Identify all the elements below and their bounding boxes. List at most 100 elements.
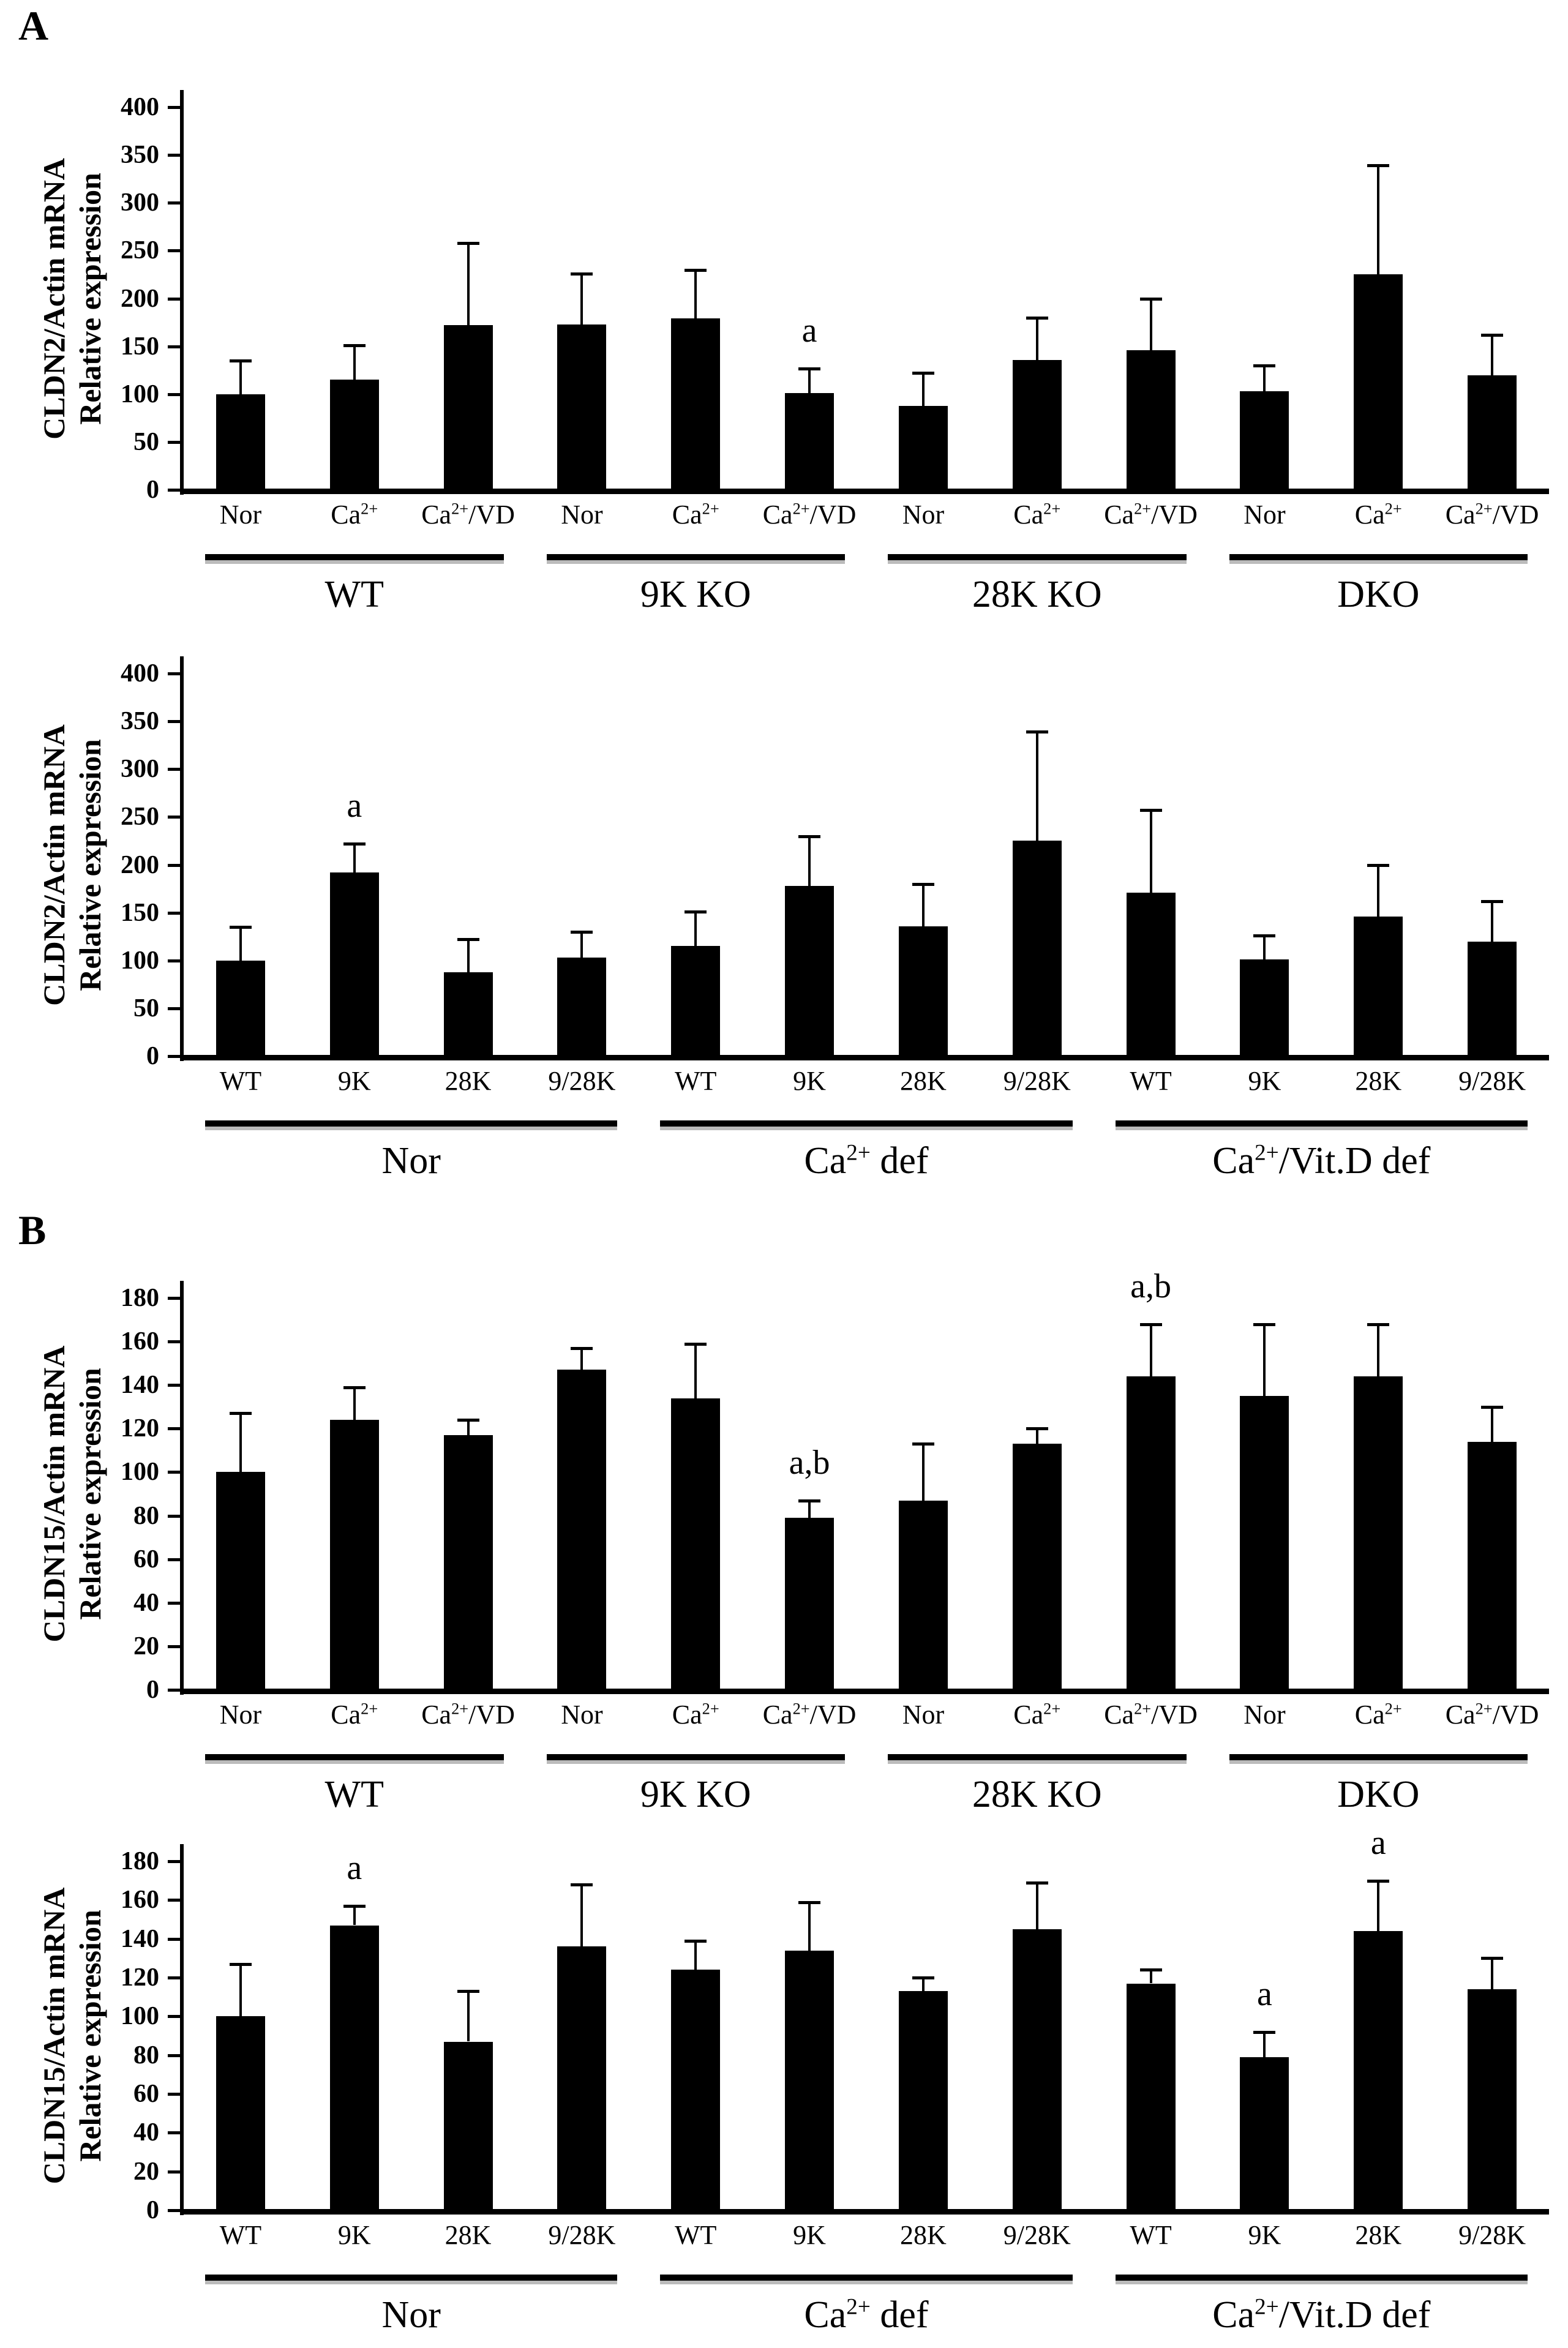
error-bar-cap: [1253, 364, 1276, 367]
bar: [785, 1518, 835, 1690]
y-tick: [168, 440, 180, 444]
error-bar-line: [239, 1964, 242, 2017]
error-bar-line: [921, 1444, 925, 1501]
superscript: 2+: [1384, 1699, 1402, 1718]
y-tick: [168, 1689, 180, 1692]
y-tick-label: 40: [133, 1588, 159, 1617]
y-tick-label: 0: [146, 2196, 159, 2224]
x-tick-label: Ca2+: [672, 499, 719, 530]
x-tick-label: Ca2+/VD: [1104, 499, 1198, 530]
bar: [1240, 2057, 1289, 2210]
group-label: Ca2+ def: [804, 2294, 929, 2336]
bar: [671, 1970, 721, 2210]
x-tick-label: 28K: [1355, 2220, 1402, 2250]
x-tick-label: Nor: [902, 500, 945, 530]
bar: [1240, 959, 1289, 1056]
group-underline: [1229, 1754, 1528, 1760]
superscript: 2+: [846, 1140, 871, 1166]
y-tick: [168, 1899, 180, 1902]
y-tick-label: 0: [146, 1042, 159, 1070]
error-bar-line: [921, 883, 925, 926]
group-underline: [205, 554, 504, 560]
bar: [898, 1500, 948, 1690]
error-bar-cap: [1367, 863, 1390, 867]
y-tick-label: 140: [121, 1371, 159, 1400]
superscript: 2+: [1134, 499, 1152, 518]
y-tick: [168, 1645, 180, 1648]
y-tick-label: 60: [133, 2080, 159, 2108]
error-bar-cap: [1367, 1322, 1390, 1326]
error-bar-line: [1149, 298, 1152, 350]
x-tick-label: Nor: [1244, 1700, 1286, 1730]
bar: [216, 2016, 265, 2210]
superscript: 2+: [1384, 499, 1402, 518]
y-tick-label: 150: [121, 332, 159, 361]
error-bar-line: [353, 345, 356, 380]
superscript: 2+: [361, 1699, 378, 1718]
y-tick: [168, 2170, 180, 2174]
error-bar-cap: [229, 926, 252, 929]
y-tick-label: 0: [146, 1676, 159, 1704]
bar: [1468, 1989, 1517, 2210]
y-tick: [168, 1340, 180, 1344]
bar: [1012, 1444, 1062, 1690]
x-tick-label: Ca2+/VD: [762, 1699, 857, 1730]
bar: [1126, 1376, 1176, 1690]
group-underline: [205, 1754, 504, 1760]
error-bar-cap: [912, 372, 934, 375]
x-axis: [180, 2209, 1549, 2215]
bar: [329, 1925, 379, 2210]
error-bar-line: [1035, 1428, 1038, 1444]
y-tick-label: 20: [133, 2157, 159, 2186]
error-bar-cap: [798, 367, 821, 370]
superscript: 2+: [792, 499, 810, 518]
y-tick: [168, 816, 180, 819]
error-bar-cap: [343, 344, 366, 348]
error-bar-line: [1149, 810, 1152, 893]
y-tick: [168, 2209, 180, 2212]
error-bar-cap: [685, 1939, 707, 1943]
x-tick-label: 28K: [1355, 1066, 1402, 1096]
y-tick-label: 50: [133, 994, 159, 1022]
significance-label: a: [1256, 1975, 1272, 2013]
bar: [898, 926, 948, 1056]
y-tick: [168, 1937, 180, 1941]
y-tick: [168, 911, 180, 915]
error-bar-line: [467, 242, 470, 326]
x-tick-label: 9/28K: [1003, 1066, 1071, 1096]
y-axis-title-line: Relative expression: [73, 1910, 107, 2162]
group-label: 28K KO: [972, 574, 1102, 615]
x-axis: [180, 1689, 1549, 1694]
error-bar-line: [239, 361, 242, 394]
group-underline: [660, 1120, 1073, 1127]
bar: [216, 960, 265, 1056]
error-bar-cap: [798, 1499, 821, 1502]
y-tick-label: 120: [121, 1964, 159, 1992]
error-bar-line: [467, 1991, 470, 2042]
y-tick-label: 400: [121, 659, 159, 688]
x-tick-label: Ca2+/VD: [421, 499, 515, 530]
group-label: Nor: [381, 1140, 441, 1182]
bar: [1240, 391, 1289, 490]
group-label: DKO: [1337, 1774, 1420, 1815]
x-tick-label: Ca2+: [331, 499, 378, 530]
group-underline: [888, 1754, 1187, 1760]
x-tick-label: Ca2+: [1013, 1699, 1061, 1730]
y-tick: [168, 2131, 180, 2135]
bar: [557, 1370, 607, 1690]
y-tick-label: 100: [121, 946, 159, 975]
y-tick: [168, 201, 180, 205]
x-tick-label: Ca2+/VD: [1104, 1699, 1198, 1730]
x-axis: [180, 1055, 1549, 1060]
y-tick: [168, 672, 180, 675]
superscript: 2+: [1134, 1699, 1152, 1718]
group-underline: [1115, 1120, 1528, 1127]
x-tick-label: Ca2+: [672, 1699, 719, 1730]
bar: [1354, 1376, 1403, 1690]
y-tick-label: 160: [121, 1327, 159, 1356]
y-tick: [168, 720, 180, 724]
error-bar-line: [694, 912, 697, 947]
y-axis: [180, 656, 184, 1061]
error-bar-cap: [912, 1442, 934, 1446]
